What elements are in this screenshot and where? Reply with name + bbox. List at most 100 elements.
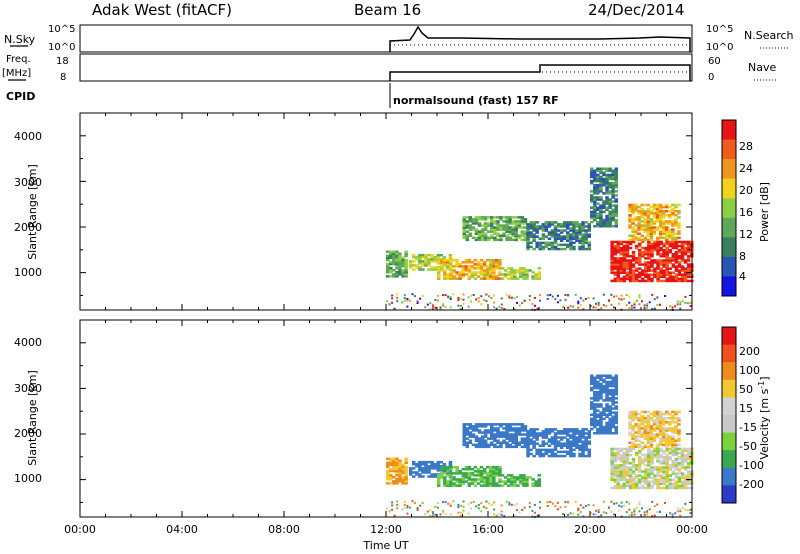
velocity-cell <box>640 416 644 420</box>
power-cell <box>611 177 615 181</box>
vel-cb-200: 200 <box>739 345 760 358</box>
velocity-cell <box>668 464 672 467</box>
power-cell <box>508 226 512 229</box>
power-cell <box>686 263 691 266</box>
velocity-cell <box>647 476 651 479</box>
power-cell <box>418 268 422 271</box>
velocity-cell <box>483 423 488 426</box>
power-cell <box>490 216 494 219</box>
power-cell <box>474 238 479 242</box>
power-cell <box>653 267 657 270</box>
power-cell <box>437 269 441 272</box>
velocity-cell <box>493 437 497 440</box>
power-cell <box>495 275 499 278</box>
velocity-cell <box>593 380 597 384</box>
power-cell <box>468 228 473 231</box>
power-cell <box>537 277 541 280</box>
power-cell <box>659 253 663 256</box>
velocity-cell <box>412 460 416 464</box>
velocity-cell <box>437 482 441 485</box>
velocity-cell <box>683 468 688 471</box>
power-cell <box>665 228 669 231</box>
velocity-cell <box>686 472 691 475</box>
velocity-cell <box>412 471 416 474</box>
power-cell <box>686 257 691 260</box>
velocity-cell <box>508 501 511 504</box>
velocity-cell <box>575 432 579 435</box>
beam-title: Beam 16 <box>354 1 421 19</box>
velocity-cell <box>391 501 394 504</box>
power-cell <box>553 221 558 224</box>
velocity-cell <box>668 480 672 483</box>
velocity-cell <box>593 415 597 418</box>
velocity-cell <box>646 425 651 428</box>
power-cell <box>640 207 644 211</box>
velocity-cell <box>686 470 691 473</box>
power-cell <box>535 243 539 247</box>
power-cell <box>572 247 576 251</box>
power-cell <box>608 225 612 228</box>
velocity-cell <box>665 443 669 447</box>
power-cell <box>499 226 503 229</box>
power-cell <box>593 177 597 181</box>
velocity-cell <box>443 465 447 469</box>
velocity-cell <box>640 431 644 434</box>
power-cell <box>637 216 641 219</box>
power-cell <box>538 243 542 247</box>
velocity-cell <box>650 449 654 453</box>
velocity-cell <box>480 437 485 440</box>
velocity-cell <box>631 476 636 479</box>
velocity-cell <box>658 443 663 447</box>
power-cell <box>526 227 530 230</box>
power-cell <box>578 237 582 240</box>
power-cell <box>563 229 567 232</box>
power-cell <box>608 202 612 205</box>
velocity-cell <box>593 399 597 402</box>
velocity-cell <box>430 463 434 466</box>
velocity-cell <box>418 469 422 472</box>
velocity-cell <box>619 447 624 451</box>
velocity-cell <box>674 410 678 414</box>
power-cell <box>523 299 526 302</box>
velocity-cell <box>614 388 618 392</box>
velocity-cell <box>477 507 480 510</box>
power-cell <box>671 232 675 235</box>
power-cell <box>671 207 675 211</box>
power-cell <box>649 220 654 223</box>
velocity-cell <box>662 455 666 459</box>
velocity-cell <box>614 419 618 423</box>
power-cell <box>498 273 502 276</box>
power-cell <box>482 269 487 272</box>
power-cell <box>614 210 618 214</box>
power-cell <box>529 235 533 238</box>
power-cell <box>590 305 592 307</box>
power-cell <box>482 261 487 264</box>
velocity-cell <box>593 407 597 410</box>
velocity-cell <box>584 428 588 431</box>
power-cell <box>689 301 692 304</box>
velocity-cell <box>665 478 669 481</box>
power-cell <box>578 225 582 228</box>
velocity-cell <box>668 447 672 451</box>
power-cell <box>511 238 515 242</box>
power-cell <box>529 225 533 228</box>
power-cell <box>480 234 485 237</box>
power-cell <box>490 296 493 299</box>
power-cell <box>610 279 614 283</box>
velocity-cell <box>596 419 600 423</box>
power-cell <box>634 273 639 276</box>
velocity-cell <box>676 510 679 513</box>
power-cell <box>646 238 651 242</box>
power-cell <box>477 234 482 237</box>
velocity-cell <box>519 482 523 485</box>
power-cell <box>493 236 497 240</box>
velocity-cell <box>517 429 522 432</box>
velocity-cell <box>616 457 620 461</box>
power-cell <box>625 244 630 248</box>
power-cell <box>465 238 470 242</box>
power-cell <box>462 220 466 223</box>
velocity-cell <box>637 474 642 477</box>
power-cell <box>643 308 646 311</box>
velocity-cell <box>674 462 679 465</box>
power-cell <box>569 223 573 226</box>
